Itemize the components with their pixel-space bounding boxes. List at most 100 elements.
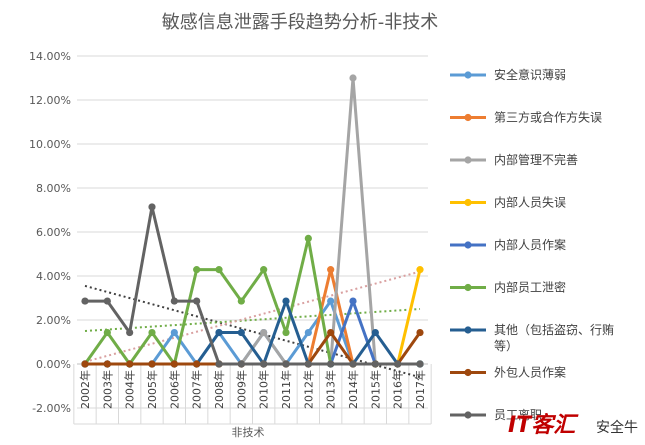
legend-swatch-marker — [464, 198, 472, 207]
x-tick-label: 2006年 — [167, 370, 181, 409]
data-point — [193, 266, 201, 274]
series-line — [85, 205, 420, 366]
legend-label: 其他（包括盗窃、行贿 — [494, 322, 614, 337]
x-tick-label: 2010年 — [257, 370, 271, 409]
legend-item: 安全意识薄弱 — [450, 67, 566, 82]
series-line — [85, 76, 420, 366]
x-tick-label: 2004年 — [123, 370, 137, 409]
trendline — [84, 308, 421, 332]
data-point — [304, 360, 312, 368]
x-tick-label: 2014年 — [346, 370, 360, 409]
data-point — [237, 297, 245, 305]
x-tick-label: 2016年 — [391, 370, 405, 409]
data-point — [327, 297, 335, 305]
legend-item: 第三方或合作方失误 — [450, 110, 602, 125]
data-point — [327, 360, 335, 368]
data-point — [148, 203, 156, 211]
legend-swatch-marker — [464, 71, 472, 79]
legend-item: 员工离职 — [450, 407, 542, 422]
legend-item: 内部人员作案 — [450, 237, 566, 252]
legend-swatch-marker — [464, 241, 472, 249]
legend-label: 内部管理不完善 — [494, 152, 578, 167]
legend-label: 安全意识薄弱 — [494, 67, 566, 82]
data-point — [394, 360, 402, 368]
legend-swatch-marker — [464, 283, 472, 292]
data-point — [416, 266, 424, 274]
watermark-brand: IT客汇 — [508, 412, 579, 438]
legend-item: 内部员工泄密 — [450, 280, 566, 295]
series-lines — [81, 74, 424, 368]
data-point — [416, 360, 424, 368]
legend: 安全意识薄弱第三方或合作方失误内部管理不完善内部人员失误内部人员作案内部员工泄密… — [450, 67, 614, 422]
data-point — [327, 328, 335, 337]
x-tick-label: 2002年 — [78, 370, 92, 409]
data-point — [81, 360, 89, 368]
data-point — [170, 360, 178, 368]
legend-item: 其他（包括盗窃、行贿等） — [450, 322, 614, 353]
x-tick-label: 2015年 — [368, 370, 382, 409]
data-point — [215, 266, 223, 274]
legend-label: 内部员工泄密 — [494, 280, 566, 295]
legend-swatch-marker — [464, 113, 472, 122]
x-tick-label: 2005年 — [145, 370, 159, 409]
x-tick-label: 2007年 — [190, 370, 204, 409]
watermark-account: 安全牛 — [596, 419, 638, 436]
legend-label: 内部人员作案 — [494, 237, 566, 252]
y-tick-label: -2.00% — [32, 402, 71, 415]
legend-item: 内部人员失误 — [450, 195, 566, 210]
data-point — [371, 328, 379, 337]
data-point — [349, 297, 357, 305]
legend-item: 外包人员作案 — [450, 365, 566, 380]
data-point — [282, 360, 290, 368]
data-point — [215, 328, 223, 337]
legend-swatch-marker — [464, 326, 472, 334]
y-tick-label: 12.00% — [29, 94, 71, 107]
y-tick-label: 0.00% — [36, 358, 71, 371]
data-point — [304, 328, 312, 337]
data-point — [215, 360, 223, 368]
data-point — [148, 328, 156, 337]
data-point — [126, 360, 134, 368]
legend-swatch-marker — [464, 156, 472, 164]
y-axis-ticks: -2.00% 0.00% 2.00% 4.00% 6.00% 8.00% 10.00% 12.… — [29, 50, 71, 415]
x-axis: 2002年 2003年 2004年 2005年 2006年 2007年 2008年 2009年… — [73, 363, 432, 425]
data-point — [416, 328, 424, 337]
data-point — [349, 74, 357, 82]
legend-label: 等） — [494, 339, 518, 353]
data-point — [327, 266, 335, 274]
data-point — [371, 360, 379, 368]
x-tick-label: 2017年 — [413, 370, 427, 409]
data-point — [81, 297, 89, 305]
trendlines — [84, 270, 421, 379]
data-point — [282, 297, 290, 305]
legend-label: 第三方或合作方失误 — [494, 110, 602, 125]
x-tick-label: 2013年 — [324, 370, 338, 409]
data-point — [148, 360, 156, 368]
data-point — [260, 328, 268, 337]
y-tick-label: 10.00% — [29, 138, 71, 151]
data-point — [260, 266, 268, 274]
data-point — [237, 328, 245, 337]
data-point — [126, 328, 134, 337]
data-point — [193, 297, 201, 305]
x-tick-label: 2003年 — [100, 370, 114, 409]
legend-swatch-marker — [464, 411, 472, 419]
legend-label: 内部人员失误 — [494, 195, 566, 210]
data-point — [237, 360, 245, 368]
x-tick-label: 2012年 — [301, 370, 315, 409]
chart-title: 敏感信息泄露手段趋势分析-非技术 — [162, 12, 439, 33]
watermark: IT客汇 安全牛 — [508, 412, 638, 438]
data-point — [170, 297, 178, 305]
legend-swatch-marker — [464, 368, 472, 377]
data-point — [193, 360, 201, 368]
x-axis-label: 非技术 — [232, 426, 265, 439]
legend-label: 外包人员作案 — [494, 365, 566, 380]
x-tick-label: 2008年 — [212, 370, 226, 409]
y-tick-label: 4.00% — [36, 270, 71, 283]
data-point — [260, 360, 268, 368]
data-point — [349, 360, 357, 368]
series-group — [81, 203, 424, 368]
y-tick-label: 2.00% — [36, 314, 71, 327]
